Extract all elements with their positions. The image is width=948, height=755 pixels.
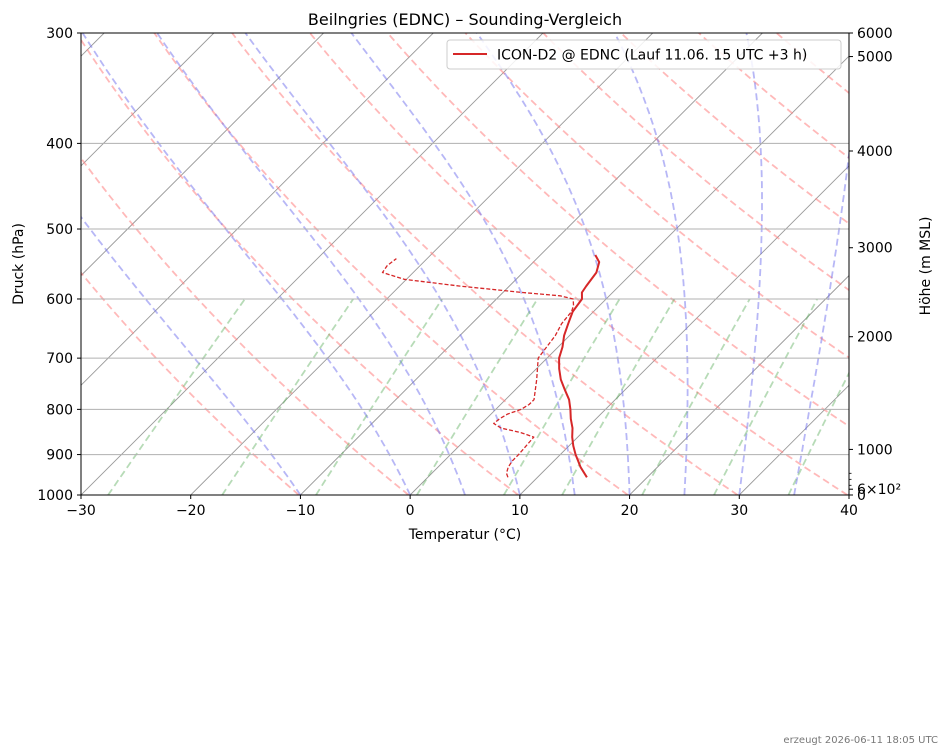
legend: ICON-D2 @ EDNC (Lauf 11.06. 15 UTC +3 h) — [446, 39, 842, 70]
temperature-line — [558, 254, 601, 478]
dry-adiabat-line — [542, 33, 849, 292]
isotherm-line — [81, 33, 544, 495]
moist-adiabat-line — [81, 33, 411, 495]
isotherm-line — [81, 33, 215, 167]
y-tick-label: 800 — [46, 402, 73, 418]
y2-tick-label: 6×10² — [857, 482, 901, 498]
isotherm-line — [409, 55, 849, 495]
isotherm-line — [81, 33, 324, 277]
dry-adiabat-line — [81, 271, 300, 495]
dewpoint-line — [381, 258, 575, 478]
x-tick-label: −20 — [176, 503, 206, 519]
x-axis-ticks: −30 −20 −10 0 10 20 30 40 — [66, 495, 858, 519]
moist-adiabat-line — [81, 215, 302, 495]
moist-adiabat-line — [244, 33, 521, 495]
dry-adiabat-line — [386, 33, 849, 428]
dry-adiabat-line — [81, 38, 519, 495]
isotherm-line — [629, 274, 849, 495]
legend-box — [446, 39, 842, 70]
legend-label: ICON-D2 @ EDNC (Lauf 11.06. 15 UTC +3 h) — [497, 48, 807, 64]
series-group — [381, 254, 601, 478]
dry-adiabat-line — [153, 33, 629, 495]
x-tick-label: −30 — [66, 503, 96, 519]
y-tick-label: 300 — [46, 26, 73, 42]
y2-tick-label: 4000 — [857, 144, 893, 160]
y-axis-ticks: 300 400 500 600 700 800 900 1000 — [37, 26, 81, 504]
moist-adiabat-line — [793, 146, 849, 495]
x-tick-label: 0 — [406, 503, 415, 519]
isotherm-line — [190, 33, 654, 495]
moist-adiabat-line — [613, 33, 689, 495]
y2-tick-label: 2000 — [857, 330, 893, 346]
y2-tick-label: 1000 — [857, 442, 893, 458]
y-tick-label: 700 — [46, 351, 73, 367]
moist-adiabat-line — [156, 33, 466, 495]
y2-tick-label: 5000 — [857, 50, 893, 66]
isotherm-line — [738, 384, 849, 495]
footer-timestamp: erzeugt 2026-06-11 18:05 UTC — [783, 735, 938, 746]
y2-tick-label: 6000 — [857, 26, 893, 42]
x-tick-label: 20 — [621, 503, 639, 519]
x-tick-label: −10 — [286, 503, 316, 519]
isotherm-line — [519, 165, 849, 495]
y-tick-label: 500 — [46, 222, 73, 238]
y2-tick-label: 3000 — [857, 241, 893, 257]
dry-adiabat-line — [231, 33, 739, 495]
isotherm-line — [300, 33, 763, 495]
dry-adiabat-line — [309, 33, 848, 495]
y2-tick-label: 0 — [857, 488, 866, 504]
moist-adiabat-line — [476, 33, 631, 495]
mixing-ratio-line — [641, 298, 751, 495]
x-tick-label: 10 — [511, 503, 529, 519]
dry-adiabat-line — [81, 156, 410, 495]
moist-adiabat-line — [350, 33, 576, 495]
moist-adiabat-line — [738, 33, 763, 495]
isotherm-line — [81, 33, 434, 386]
y-tick-label: 900 — [46, 448, 73, 464]
x-tick-label: 30 — [730, 503, 748, 519]
y-tick-label: 600 — [46, 292, 73, 308]
x-tick-label: 40 — [840, 503, 858, 519]
background-lines — [81, 33, 849, 495]
y-tick-label: 1000 — [37, 488, 73, 504]
x-axis-label: Temperatur (°C) — [408, 527, 522, 543]
chart-title: Beilngries (EDNC) – Sounding-Vergleich — [308, 10, 622, 29]
y-tick-label: 400 — [46, 136, 73, 152]
plot-frame — [80, 32, 850, 496]
mixing-ratio-line — [561, 298, 676, 495]
y2-axis-label: Höhe (m MSL) — [918, 217, 934, 316]
y-axis-label: Druck (hPa) — [11, 223, 27, 305]
dry-adiabat-line — [620, 33, 849, 225]
